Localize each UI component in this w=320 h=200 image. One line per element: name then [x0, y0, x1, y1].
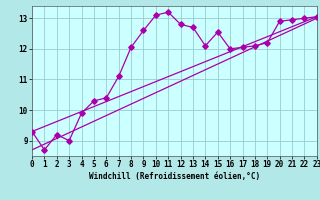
X-axis label: Windchill (Refroidissement éolien,°C): Windchill (Refroidissement éolien,°C) [89, 172, 260, 181]
